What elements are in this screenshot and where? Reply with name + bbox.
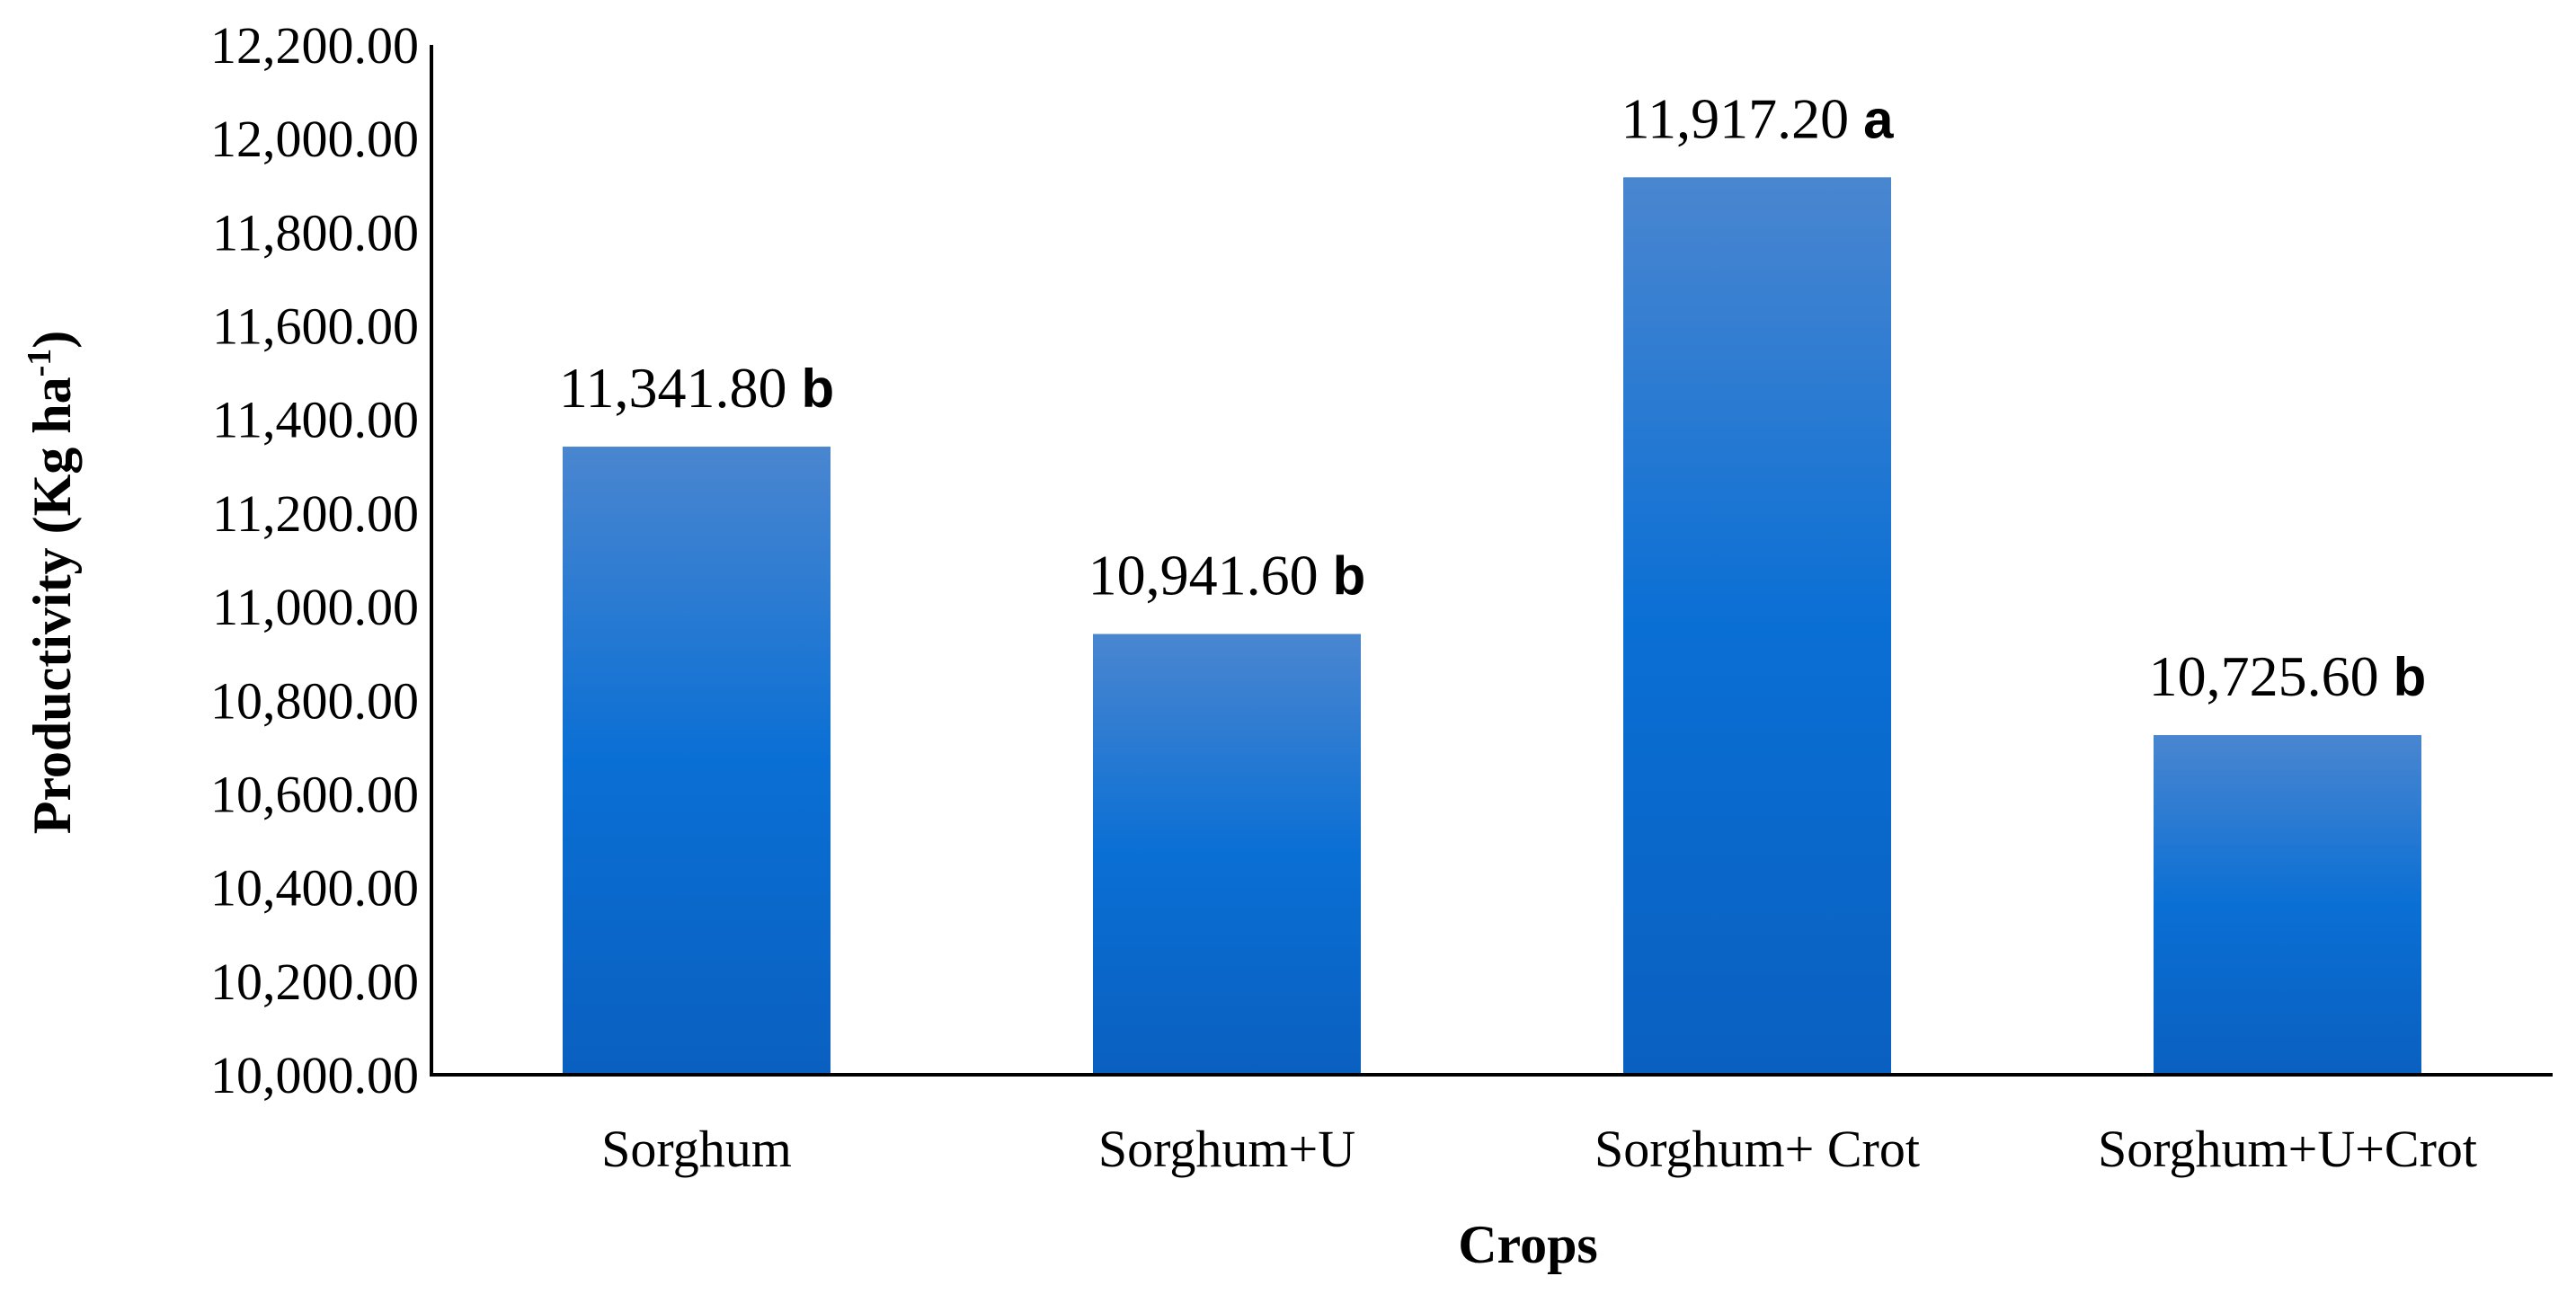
bars bbox=[563, 177, 2421, 1075]
y-tick-label: 10,800.00 bbox=[210, 671, 419, 730]
y-tick-label: 10,400.00 bbox=[210, 859, 419, 917]
x-tick-label: Sorghum+ Crot bbox=[1594, 1120, 1920, 1178]
bar bbox=[1093, 634, 1361, 1075]
data-label: 11,341.80 b bbox=[559, 356, 834, 420]
x-axis-title: Crops bbox=[1458, 1215, 1598, 1274]
y-axis-title: Productivity (Kg ha-1) bbox=[21, 331, 82, 835]
category-labels: Sorghum Sorghum+U Sorghum+ Crot Sorghum+U+C… bbox=[601, 1120, 2477, 1178]
y-tick-label: 11,600.00 bbox=[212, 297, 419, 356]
y-tick-label: 12,200.00 bbox=[210, 16, 419, 75]
y-tick-label: 11,000.00 bbox=[212, 578, 419, 636]
x-tick-label: Sorghum+U bbox=[1098, 1120, 1355, 1178]
bar bbox=[1623, 177, 1891, 1075]
y-tick-label: 10,600.00 bbox=[210, 765, 419, 823]
y-tick-label: 11,400.00 bbox=[212, 391, 419, 449]
bar bbox=[563, 447, 831, 1075]
y-axis-title-superscript: -1 bbox=[21, 349, 58, 377]
data-label-value: 11,341.80 bbox=[559, 356, 802, 420]
data-label: 10,725.60 b bbox=[2149, 644, 2427, 708]
y-tick-label: 11,800.00 bbox=[212, 203, 419, 261]
significance-letter: b bbox=[1333, 546, 1366, 607]
data-label: 10,941.60 b bbox=[1088, 544, 1366, 607]
data-label-value: 11,917.20 bbox=[1621, 86, 1864, 150]
data-label: 11,917.20 a bbox=[1621, 86, 1895, 150]
x-tick-label: Sorghum+U+Crot bbox=[2098, 1120, 2477, 1178]
significance-letter: a bbox=[1863, 89, 1894, 149]
y-tick-label: 11,200.00 bbox=[212, 484, 419, 543]
bar bbox=[2154, 735, 2421, 1075]
data-label-value: 10,725.60 bbox=[2149, 644, 2394, 708]
significance-letter: b bbox=[801, 359, 834, 419]
x-tick-label: Sorghum bbox=[601, 1120, 792, 1178]
significance-letter: b bbox=[2394, 647, 2427, 707]
y-tick-label: 10,000.00 bbox=[210, 1046, 419, 1104]
y-tick-label: 12,000.00 bbox=[210, 110, 419, 168]
value-labels: 11,341.80 b10,941.60 b11,917.20 a10,725.… bbox=[559, 86, 2426, 708]
y-axis-ticks: 10,000.00 10,200.00 10,400.00 10,600.00 10,8… bbox=[210, 16, 419, 1104]
y-axis-title-suffix: ) bbox=[22, 331, 82, 349]
data-label-value: 10,941.60 bbox=[1088, 544, 1333, 607]
y-axis-title-main: Productivity (Kg ha bbox=[22, 377, 82, 834]
y-tick-label: 10,200.00 bbox=[210, 953, 419, 1011]
